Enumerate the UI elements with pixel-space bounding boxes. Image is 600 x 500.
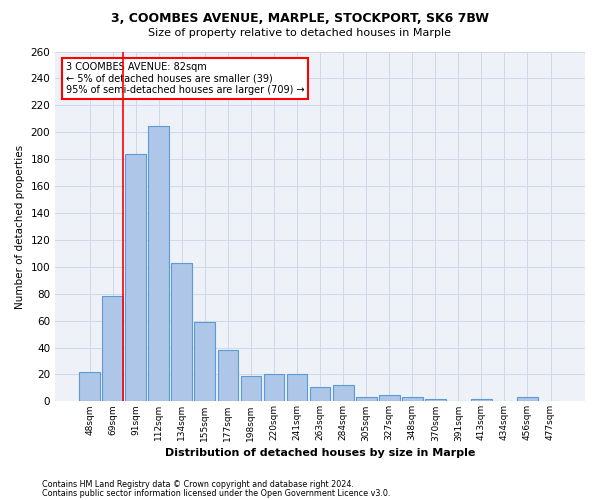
- Bar: [263, 374, 284, 402]
- Bar: [148, 126, 169, 402]
- Text: 3 COOMBES AVENUE: 82sqm
← 5% of detached houses are smaller (39)
95% of semi-det: 3 COOMBES AVENUE: 82sqm ← 5% of detached…: [66, 62, 304, 95]
- Bar: [333, 386, 353, 402]
- Bar: [425, 398, 446, 402]
- Text: Contains public sector information licensed under the Open Government Licence v3: Contains public sector information licen…: [42, 489, 391, 498]
- Bar: [102, 296, 123, 402]
- Bar: [471, 398, 492, 402]
- Y-axis label: Number of detached properties: Number of detached properties: [15, 144, 25, 308]
- Bar: [125, 154, 146, 402]
- Bar: [218, 350, 238, 402]
- Bar: [379, 394, 400, 402]
- X-axis label: Distribution of detached houses by size in Marple: Distribution of detached houses by size …: [165, 448, 475, 458]
- Text: 3, COOMBES AVENUE, MARPLE, STOCKPORT, SK6 7BW: 3, COOMBES AVENUE, MARPLE, STOCKPORT, SK…: [111, 12, 489, 26]
- Text: Size of property relative to detached houses in Marple: Size of property relative to detached ho…: [149, 28, 452, 38]
- Bar: [172, 263, 192, 402]
- Bar: [517, 398, 538, 402]
- Bar: [241, 376, 262, 402]
- Bar: [194, 322, 215, 402]
- Bar: [310, 386, 331, 402]
- Bar: [287, 374, 307, 402]
- Bar: [79, 372, 100, 402]
- Bar: [402, 398, 422, 402]
- Text: Contains HM Land Registry data © Crown copyright and database right 2024.: Contains HM Land Registry data © Crown c…: [42, 480, 354, 489]
- Bar: [356, 398, 377, 402]
